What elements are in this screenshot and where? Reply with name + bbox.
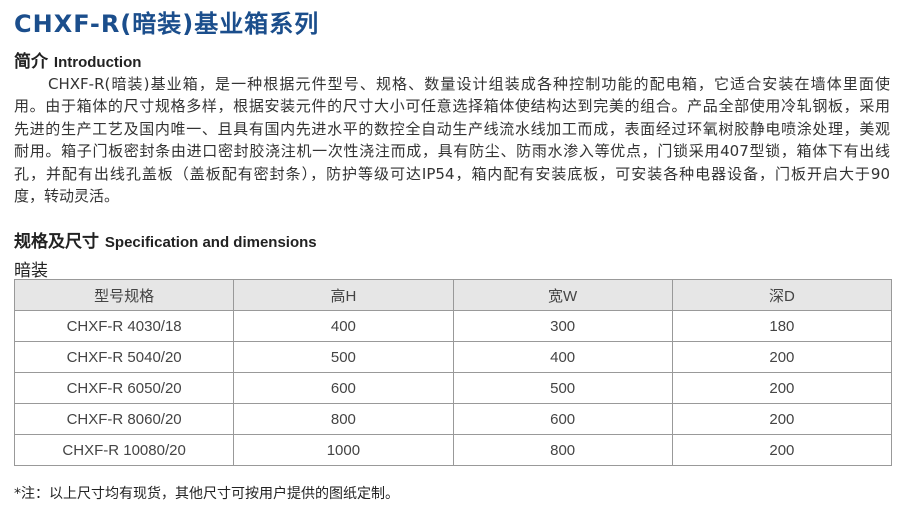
table-cell: CHXF-R 5040/20 [13,341,235,373]
spec-heading: 规格及尺寸 Specification and dimensions [14,227,317,252]
intro-heading: 简介 Introduction [14,47,141,72]
intro-heading-cn: 简介 [14,52,48,72]
intro-line: 先进的生产工艺及国内唯一、且具有国内先进水平的数控全自动生产线流水线加工而成，表… [14,119,890,138]
table-row: CHXF-R 5040/20 500 400 200 [13,341,893,373]
column-header: 宽W [452,279,673,311]
table-cell: CHXF-R 8060/20 [13,403,235,435]
column-header: 型号规格 [13,279,235,311]
intro-line: 度，转动灵活。 [14,187,120,206]
table-cell: 600 [233,372,454,404]
intro-line: 孔，并配有出线孔盖板（盖板配有密封条），防护等级可达IP54，箱内配有安装底板，… [14,164,890,183]
table-cell: 400 [452,341,673,373]
table-cell: 180 [671,310,893,342]
table-row: CHXF-R 10080/20 1000 800 200 [13,434,893,466]
spec-subheading: 暗装 [14,261,48,281]
intro-line: CHXF-R(暗装)基业箱，是一种根据元件型号、规格、数量设计组装成各种控制功能… [48,75,890,93]
table-cell: 800 [452,434,673,466]
column-header: 高H [233,279,454,311]
spec-heading-en: Specification and dimensions [104,234,317,251]
intro-heading-en: Introduction [53,54,142,71]
footnote: *注：以上尺寸均有现货，其他尺寸可按用户提供的图纸定制。 [14,486,399,502]
spec-heading-cn: 规格及尺寸 [14,232,99,252]
table-header-row: 型号规格 高H 宽W 深D [13,279,893,311]
table-cell: 200 [671,403,893,435]
intro-line: 用。由于箱体的尺寸规格多样，根据安装元件的尺寸大小可任意选择箱体使结构达到完美的… [14,97,890,116]
column-header: 深D [671,279,893,311]
table-row: CHXF-R 6050/20 600 500 200 [13,372,893,404]
table-cell: 400 [233,310,454,342]
table-cell: 200 [671,434,893,466]
table-cell: 200 [671,372,893,404]
intro-line: 耐用。箱子门板密封条由进口密封胶浇注机一次性浇注而成，具有防尘、防雨水渗入等优点… [14,142,890,161]
table-cell: 300 [452,310,673,342]
table-cell: CHXF-R 10080/20 [13,434,235,466]
table-cell: 200 [671,341,893,373]
page-title: CHXF-R(暗装)基业箱系列 [14,10,320,38]
table-cell: 600 [452,403,673,435]
table-cell: 800 [233,403,454,435]
table-cell: 1000 [233,434,454,466]
table-cell: 500 [452,372,673,404]
spec-table: 型号规格 高H 宽W 深D CHXF-R 4030/18 400 300 180 CHX… [13,279,893,466]
intro-paragraph: CHXF-R(暗装)基业箱，是一种根据元件型号、规格、数量设计组装成各种控制功能… [14,73,890,207]
table-row: CHXF-R 4030/18 400 300 180 [13,310,893,342]
table-cell: CHXF-R 6050/20 [13,372,235,404]
table-cell: CHXF-R 4030/18 [13,310,235,342]
table-row: CHXF-R 8060/20 800 600 200 [13,403,893,435]
table-cell: 500 [233,341,454,373]
